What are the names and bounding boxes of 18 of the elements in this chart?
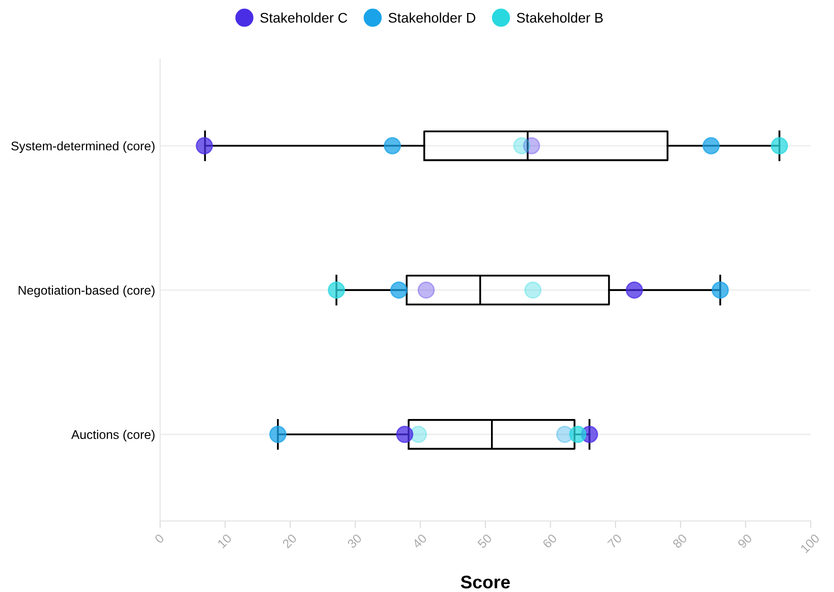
y-tick-label: System-determined (core) <box>11 141 154 153</box>
y-tick-label: Negotiation-based (core) <box>18 286 154 298</box>
x-tick-label: 10 <box>217 533 232 548</box>
x-axis-title: Score <box>460 576 510 588</box>
x-tick-label: 40 <box>412 533 428 549</box>
y-tick-label: Auctions (core) <box>71 430 154 442</box>
x-tick-label: 30 <box>346 533 362 549</box>
x-tick-label: 100 <box>800 533 820 554</box>
legend-label: Stakeholder B <box>516 12 603 23</box>
x-tick-label: 0 <box>154 533 165 544</box>
legend-label: Stakeholder C <box>260 12 348 23</box>
x-tick-label: 80 <box>672 533 688 549</box>
x-tick-label: 70 <box>607 533 622 549</box>
x-tick-label: 60 <box>542 533 558 549</box>
x-tick-label: 50 <box>476 533 492 549</box>
x-tick-label: 20 <box>282 533 298 549</box>
legend-label: Stakeholder D <box>388 12 476 23</box>
x-tick-label: 90 <box>737 533 753 549</box>
